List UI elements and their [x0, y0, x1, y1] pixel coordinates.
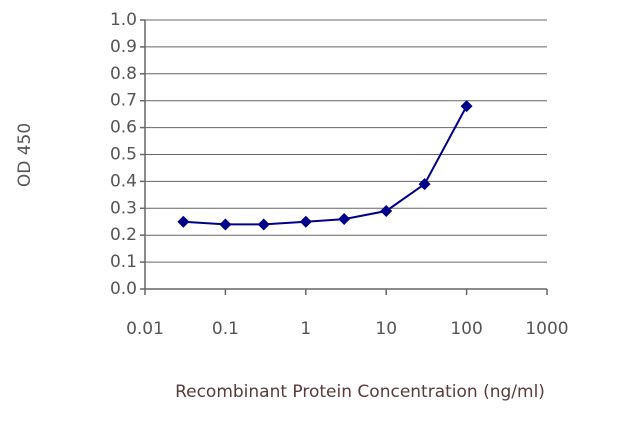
y-tick-label: 0.4: [110, 171, 137, 191]
data-point: [338, 213, 351, 226]
data-point: [299, 215, 312, 228]
y-tick-label: 0.7: [110, 91, 137, 111]
x-tick-label: 0.1: [212, 319, 239, 339]
x-tick-label: 100: [450, 319, 482, 339]
x-tick-label: 0.01: [126, 319, 164, 339]
y-tick-label: 1.0: [110, 10, 137, 30]
data-point: [418, 178, 431, 191]
x-tick-label: 1000: [525, 319, 568, 339]
x-tick-label: 10: [375, 319, 397, 339]
y-tick-label: 0.8: [110, 64, 137, 84]
y-tick-label: 0.2: [110, 225, 137, 245]
y-tick-label: 0.5: [110, 145, 137, 165]
data-point: [177, 215, 190, 228]
y-tick-label: 0.6: [110, 118, 137, 138]
x-axis-label: Recombinant Protein Concentration (ng/ml…: [175, 382, 545, 402]
data-point: [460, 100, 473, 113]
data-point: [219, 218, 232, 231]
y-tick-label: 0.1: [110, 252, 137, 272]
y-axis-label: OD 450: [15, 123, 35, 187]
y-tick-label: 0.0: [110, 279, 137, 299]
x-tick-label: 1: [300, 319, 311, 339]
y-tick-label: 0.3: [110, 198, 137, 218]
data-point: [380, 204, 393, 217]
y-tick-label: 0.9: [110, 37, 137, 57]
data-point: [257, 218, 270, 231]
data-line: [183, 105, 468, 226]
